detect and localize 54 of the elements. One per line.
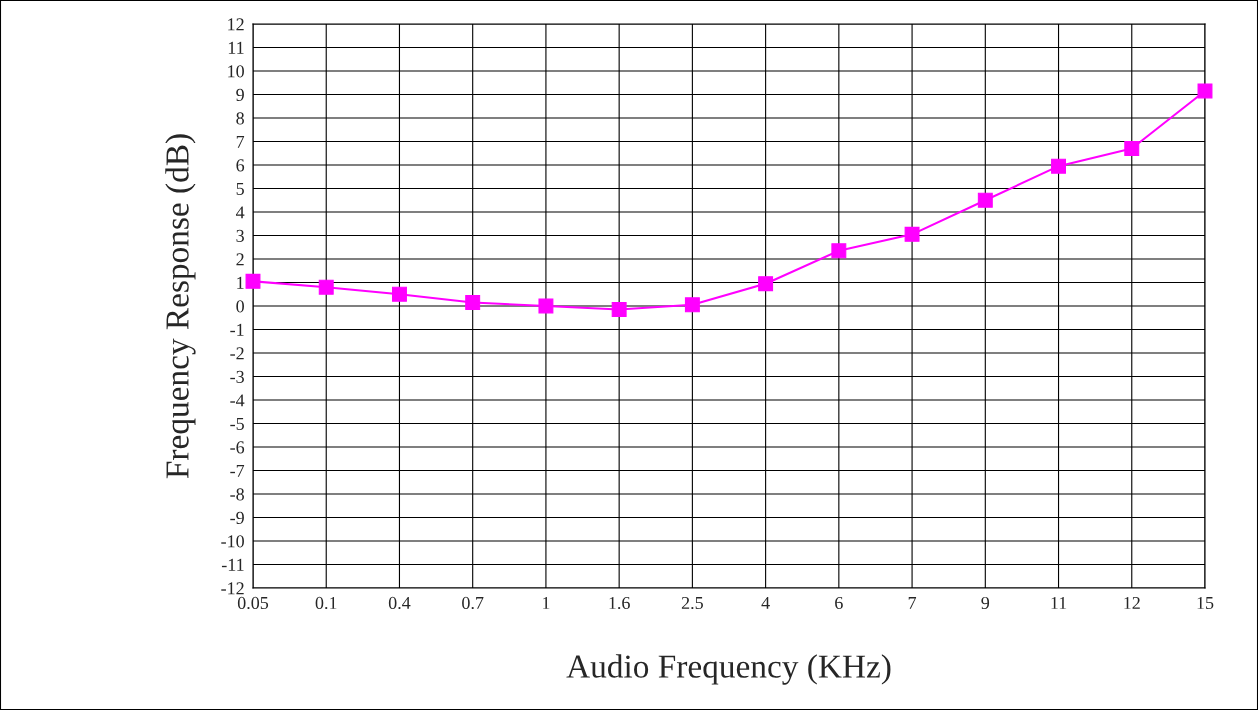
point — [1051, 158, 1066, 174]
y-tick-label: -12 — [221, 582, 244, 595]
y-tick-label: -10 — [221, 535, 244, 548]
point — [465, 295, 481, 310]
y-tick-label: -8 — [230, 488, 244, 501]
point — [392, 286, 407, 302]
y-tick-label: 0 — [236, 300, 244, 313]
y-tick-label: 10 — [228, 65, 244, 78]
y-tick-label: 7 — [236, 135, 245, 148]
x-tick-label: 11 — [1051, 596, 1067, 609]
y-tick-label: 4 — [235, 206, 245, 219]
point — [318, 279, 334, 295]
point — [684, 297, 700, 313]
x-tick-label: 1.6 — [609, 596, 630, 610]
y-tick-label: -9 — [230, 511, 244, 524]
y-tick-label: -5 — [230, 417, 244, 430]
x-tick-label: 2.5 — [681, 596, 703, 610]
point — [1124, 141, 1140, 157]
y-tick-label: 3 — [236, 229, 244, 242]
y-tick-label: -2 — [230, 347, 244, 360]
x-tick-label: 4 — [761, 596, 770, 609]
x-tick-label: 1 — [543, 596, 550, 609]
y-tick-label: -11 — [221, 558, 244, 571]
x-tick-label: 0.1 — [315, 596, 337, 610]
point — [538, 298, 554, 314]
x-tick-label: 7 — [908, 597, 917, 609]
y-tick-label: 1 — [237, 276, 244, 289]
x-tick-label: 6 — [835, 596, 843, 610]
point — [611, 302, 627, 317]
point — [245, 273, 261, 289]
y-axis-title: Frequency Response (dB) — [165, 134, 196, 479]
y-tick-label: -1 — [230, 323, 244, 336]
x-tick-label: 0.4 — [388, 596, 411, 610]
y-tick-label: -4 — [230, 394, 245, 407]
y-tick-label: 6 — [236, 159, 245, 172]
y-tick-label: -7 — [230, 464, 245, 477]
y-tick-label: 9 — [236, 88, 244, 101]
point — [831, 243, 847, 259]
x-tick-label: 15 — [1197, 596, 1214, 610]
x-tick-label: 0.05 — [237, 596, 269, 610]
x-axis-title: Audio Frequency (KHz) — [566, 654, 891, 685]
y-tick-label: 2 — [236, 253, 244, 266]
y-tick-label: 12 — [228, 18, 244, 31]
x-tick-label: 12 — [1124, 596, 1140, 609]
x-tick-label: 0.7 — [462, 596, 484, 610]
y-tick-label: 5 — [236, 182, 244, 195]
y-tick-label: -6 — [230, 441, 245, 454]
point — [977, 192, 993, 208]
y-tick-label: -3 — [230, 370, 244, 383]
point — [904, 226, 920, 242]
y-tick-label: 11 — [228, 41, 244, 54]
y-tick-label: 8 — [236, 112, 244, 125]
x-tick-label: 9 — [981, 596, 990, 610]
point — [758, 276, 774, 292]
